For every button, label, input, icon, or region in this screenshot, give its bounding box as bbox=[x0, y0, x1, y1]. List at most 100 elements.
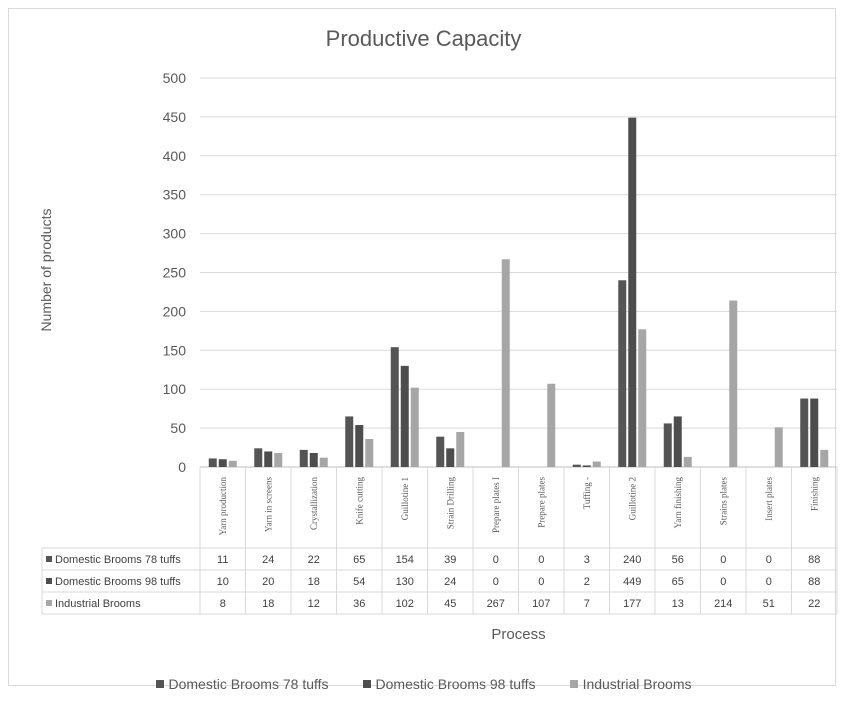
x-tick-label: Strain Drilling bbox=[445, 477, 455, 530]
table-cell-value: 65 bbox=[672, 576, 684, 588]
y-tick-label: 250 bbox=[163, 265, 187, 281]
table-cell-value: 36 bbox=[353, 598, 365, 610]
bar bbox=[810, 398, 819, 467]
bar bbox=[355, 424, 364, 467]
bar bbox=[638, 329, 647, 467]
table-row-label: Industrial Brooms bbox=[55, 598, 141, 610]
table-cell-value: 0 bbox=[720, 576, 726, 588]
bar bbox=[410, 387, 419, 467]
table-cell-value: 18 bbox=[308, 576, 320, 588]
table-cell-value: 2 bbox=[584, 576, 590, 588]
table-row-label: Domestic Brooms 78 tuffs bbox=[55, 554, 181, 566]
table-cell-value: 11 bbox=[217, 554, 228, 566]
y-tick-label: 300 bbox=[163, 226, 187, 242]
x-tick-label: Yarn in screens bbox=[263, 477, 273, 533]
x-tick-label: Yarn production bbox=[218, 477, 228, 536]
bar bbox=[228, 460, 237, 467]
bar bbox=[628, 117, 637, 467]
legend-label: Domestic Brooms 78 tuffs bbox=[168, 676, 329, 692]
bar bbox=[774, 427, 783, 467]
legend-label: Industrial Brooms bbox=[582, 676, 692, 692]
table-cell-value: 154 bbox=[396, 554, 414, 566]
table-cell-value: 107 bbox=[532, 598, 550, 610]
table-cell-value: 10 bbox=[217, 576, 229, 588]
table-cell-value: 3 bbox=[584, 554, 590, 566]
bar bbox=[264, 451, 273, 467]
table-cell-value: 449 bbox=[623, 576, 641, 588]
bar bbox=[319, 457, 328, 467]
bar bbox=[673, 416, 682, 467]
legend: Domestic Brooms 78 tuffs Domestic Brooms… bbox=[0, 676, 847, 692]
table-cell-value: 0 bbox=[538, 554, 544, 566]
bar bbox=[618, 280, 627, 467]
table-cell-value: 102 bbox=[396, 598, 414, 610]
bar bbox=[274, 452, 283, 467]
bar bbox=[547, 383, 556, 467]
y-tick-label: 0 bbox=[178, 459, 186, 475]
table-legend-key bbox=[46, 578, 52, 584]
bar bbox=[446, 448, 455, 467]
x-tick-label: Finishing bbox=[809, 477, 819, 512]
bar bbox=[365, 438, 374, 467]
table-cell-value: 0 bbox=[538, 576, 544, 588]
table-cell-value: 18 bbox=[262, 598, 274, 610]
chart-frame bbox=[8, 8, 836, 686]
legend-swatch bbox=[362, 680, 371, 688]
bar bbox=[400, 365, 409, 467]
table-cell-value: 177 bbox=[623, 598, 641, 610]
table-cell-value: 12 bbox=[308, 598, 320, 610]
y-tick-label: 350 bbox=[163, 187, 187, 203]
x-tick-label: Strains plates bbox=[718, 477, 728, 526]
legend-swatch bbox=[569, 680, 578, 688]
bar bbox=[592, 461, 601, 467]
x-tick-label: Tuffing - bbox=[582, 477, 592, 509]
table-cell-value: 24 bbox=[444, 576, 456, 588]
table-cell-value: 13 bbox=[672, 598, 684, 610]
bar bbox=[501, 259, 510, 467]
bar bbox=[582, 465, 591, 467]
table-cell-value: 22 bbox=[808, 598, 820, 610]
table-cell-value: 20 bbox=[262, 576, 274, 588]
table-cell-value: 0 bbox=[766, 576, 772, 588]
table-cell-value: 0 bbox=[493, 576, 499, 588]
bar bbox=[309, 452, 318, 467]
table-cell-value: 54 bbox=[353, 576, 365, 588]
table-cell-value: 51 bbox=[763, 598, 775, 610]
table-legend-key bbox=[46, 556, 52, 562]
table-cell-value: 0 bbox=[493, 554, 499, 566]
table-cell-value: 39 bbox=[444, 554, 456, 566]
y-tick-label: 500 bbox=[163, 70, 187, 86]
table-cell-value: 8 bbox=[220, 598, 226, 610]
bar bbox=[208, 458, 217, 467]
bar bbox=[254, 448, 263, 467]
table-legend-key bbox=[46, 600, 52, 606]
table-cell-value: 0 bbox=[766, 554, 772, 566]
x-axis-label: Process bbox=[491, 626, 546, 643]
table-cell-value: 88 bbox=[808, 576, 820, 588]
x-tick-label: Crystallization bbox=[309, 477, 319, 530]
y-tick-label: 100 bbox=[163, 381, 187, 397]
x-tick-label: Yarn finishing bbox=[673, 477, 683, 529]
bar bbox=[390, 347, 399, 467]
table-cell-value: 240 bbox=[623, 554, 641, 566]
x-tick-label: Guillotine 1 bbox=[400, 477, 410, 520]
legend-label: Domestic Brooms 98 tuffs bbox=[375, 676, 536, 692]
legend-swatch bbox=[155, 680, 164, 688]
x-tick-label: Prepare plates I bbox=[491, 477, 501, 533]
bar bbox=[572, 464, 581, 467]
table-cell-value: 7 bbox=[584, 598, 590, 610]
x-tick-label: Insert plates bbox=[764, 477, 774, 521]
bar bbox=[436, 436, 445, 467]
bar bbox=[218, 459, 227, 467]
y-tick-label: 150 bbox=[163, 342, 187, 358]
x-tick-label: Prepare plates bbox=[536, 477, 546, 528]
bar bbox=[456, 431, 465, 467]
bar bbox=[800, 398, 809, 467]
legend-entry: Domestic Brooms 78 tuffs bbox=[155, 676, 329, 692]
legend-entry: Domestic Brooms 98 tuffs bbox=[362, 676, 536, 692]
table-cell-value: 65 bbox=[353, 554, 365, 566]
y-tick-label: 200 bbox=[163, 303, 187, 319]
bar bbox=[729, 300, 738, 467]
table-cell-value: 24 bbox=[262, 554, 274, 566]
